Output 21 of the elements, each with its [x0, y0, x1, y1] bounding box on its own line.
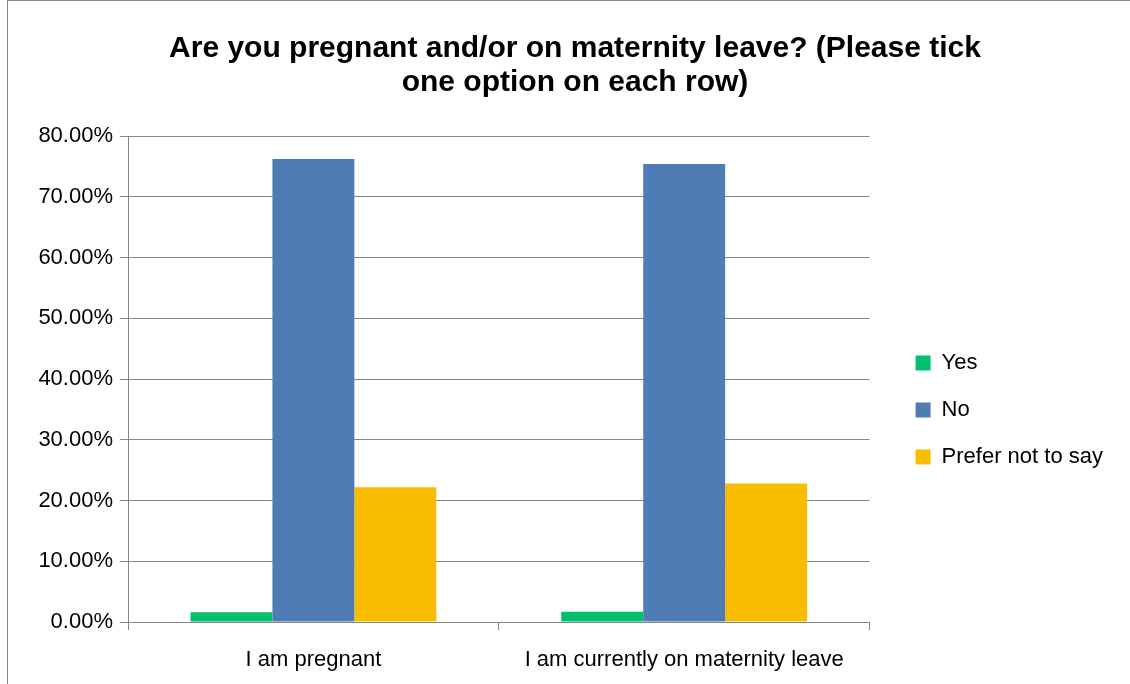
y-tick-label: 40.00%	[38, 365, 113, 391]
bar	[643, 163, 726, 622]
x-tick-label: I am currently on maternity leave	[524, 646, 844, 672]
bar	[272, 159, 355, 622]
bar	[561, 611, 644, 622]
y-tick-label: 30.00%	[38, 425, 113, 451]
bar	[725, 483, 808, 622]
y-tick-label: 80.00%	[38, 122, 113, 148]
bar	[190, 612, 273, 622]
legend-label: Yes	[941, 349, 978, 375]
x-tick-label: I am pregnant	[245, 646, 382, 672]
y-tick-label: 50.00%	[38, 304, 113, 330]
y-tick-label: 10.00%	[38, 547, 113, 573]
chart-title: Are you pregnant and/or on maternity leave? (Please tick one option on each row)	[168, 30, 982, 98]
y-tick-label: 20.00%	[38, 486, 113, 512]
y-tick-label: 70.00%	[38, 182, 113, 208]
y-tick-label: 60.00%	[38, 243, 113, 269]
legend-label: No	[941, 396, 970, 422]
y-tick-label: 0.00%	[50, 608, 113, 634]
bar	[354, 487, 437, 622]
legend-label: Prefer not to say	[941, 443, 1104, 469]
